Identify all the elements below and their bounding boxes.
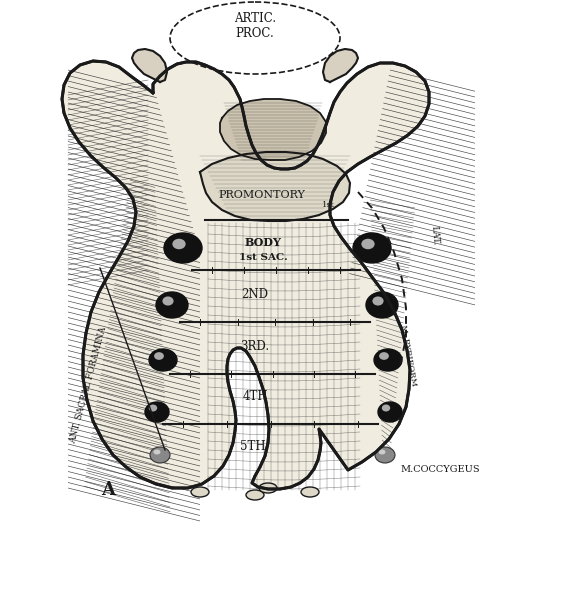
Ellipse shape (301, 487, 319, 497)
Text: ARTIC.
PROC.: ARTIC. PROC. (234, 12, 276, 40)
Text: BODY: BODY (244, 238, 281, 248)
Ellipse shape (154, 449, 160, 455)
Ellipse shape (149, 349, 177, 371)
Ellipse shape (150, 447, 170, 463)
Polygon shape (62, 61, 429, 489)
Ellipse shape (382, 404, 390, 412)
Text: 3RD.: 3RD. (240, 340, 269, 353)
Ellipse shape (378, 402, 402, 422)
Text: 5TH.: 5TH. (240, 440, 270, 454)
Polygon shape (323, 49, 358, 82)
Polygon shape (132, 49, 167, 82)
Ellipse shape (375, 447, 395, 463)
Ellipse shape (172, 239, 185, 249)
Ellipse shape (374, 349, 402, 371)
Ellipse shape (154, 352, 164, 360)
Ellipse shape (191, 487, 209, 497)
Text: 1st.: 1st. (322, 201, 338, 209)
Text: M.COCCYGEUS: M.COCCYGEUS (400, 466, 480, 475)
Ellipse shape (246, 490, 264, 500)
Polygon shape (220, 99, 326, 160)
Polygon shape (200, 152, 350, 221)
Ellipse shape (361, 239, 375, 249)
Text: M. PYRIFORM: M. PYRIFORM (399, 323, 417, 386)
Ellipse shape (164, 233, 202, 263)
Text: 1st SAC.: 1st SAC. (239, 253, 287, 263)
Ellipse shape (156, 292, 188, 318)
Ellipse shape (379, 352, 389, 360)
Text: PROMONTORY: PROMONTORY (218, 190, 306, 200)
Text: 2ND: 2ND (242, 289, 269, 301)
Ellipse shape (162, 296, 174, 305)
Ellipse shape (373, 296, 384, 305)
Ellipse shape (259, 483, 277, 493)
Ellipse shape (353, 233, 391, 263)
Ellipse shape (366, 292, 398, 318)
Text: A: A (101, 481, 115, 499)
Ellipse shape (145, 402, 169, 422)
Text: 4TH: 4TH (242, 391, 268, 403)
Text: LAT.: LAT. (430, 225, 441, 245)
Ellipse shape (379, 449, 386, 455)
Text: ANT. SACRAL FORAMINA: ANT. SACRAL FORAMINA (68, 326, 108, 445)
Ellipse shape (149, 404, 157, 412)
